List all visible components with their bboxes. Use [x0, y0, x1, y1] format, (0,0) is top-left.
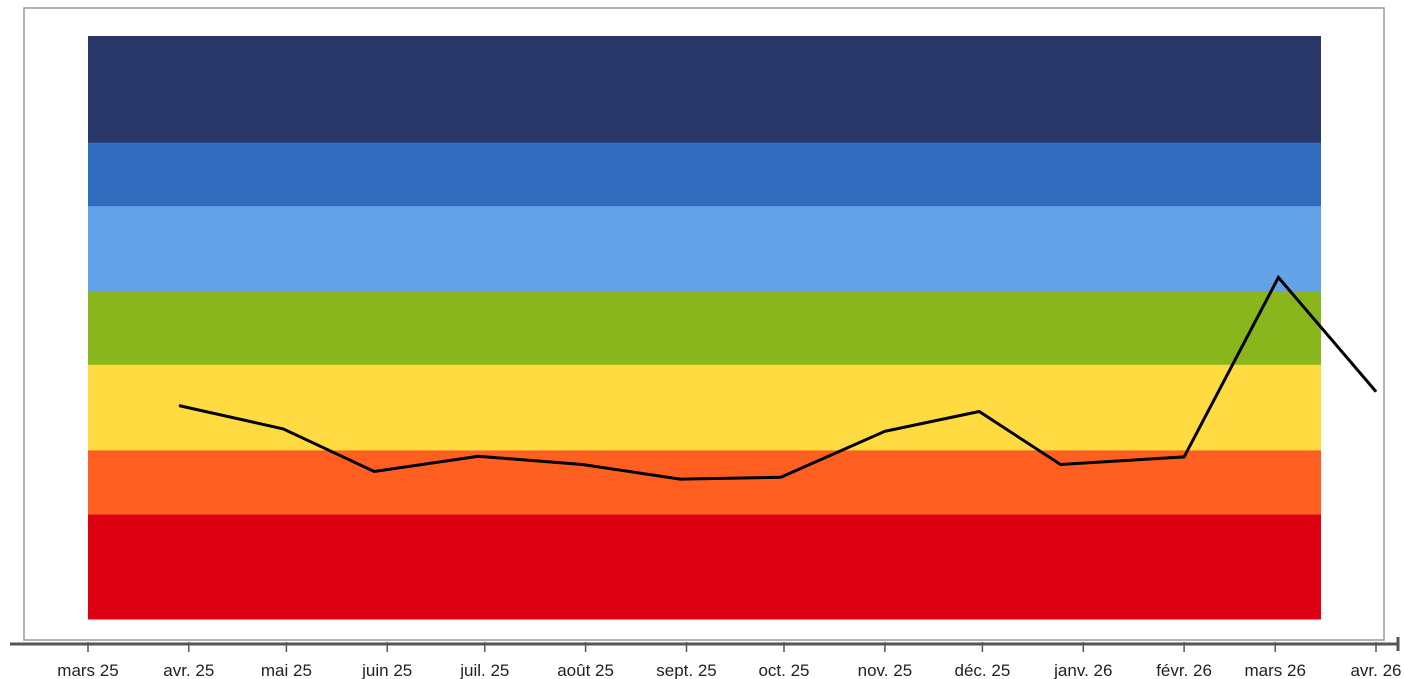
data-point	[780, 476, 782, 478]
data-point	[884, 430, 886, 432]
band-4	[88, 205, 1321, 292]
data-point	[178, 405, 180, 407]
band-2	[88, 364, 1321, 451]
x-tick-label: janv. 26	[1053, 661, 1112, 679]
data-point	[1277, 276, 1279, 278]
x-axis: mars 25 avr. 25 mai 25 juin 25 juil. 25 août …	[10, 637, 1402, 679]
x-tick-label: sept. 25	[656, 661, 717, 679]
x-tick-label: déc. 25	[955, 661, 1011, 679]
x-tick-label: mars 26	[1244, 661, 1305, 679]
band-0	[88, 514, 1321, 620]
data-point	[1060, 464, 1061, 465]
x-tick-label: nov. 25	[858, 661, 913, 679]
x-tick-label: avr. 25	[163, 661, 214, 679]
data-point	[282, 428, 284, 430]
data-point	[978, 411, 980, 412]
color-bands	[88, 36, 1321, 620]
x-tick-label: juil. 25	[459, 661, 509, 679]
data-point	[581, 464, 583, 465]
x-tick-label: avr. 26	[1350, 661, 1401, 679]
x-tick-label: mars 25	[57, 661, 118, 679]
band-5	[88, 142, 1321, 207]
x-tick-label: juin 25	[361, 661, 412, 679]
x-tick-label: févr. 26	[1156, 661, 1212, 679]
series-layer	[178, 274, 1378, 481]
data-point	[477, 455, 479, 457]
x-tick-label: août 25	[557, 661, 614, 679]
band-6	[88, 36, 1321, 143]
x-tick-label: mai 25	[261, 661, 312, 679]
x-tick-label: oct. 25	[758, 661, 809, 679]
data-point	[679, 478, 681, 480]
data-point	[1375, 391, 1377, 393]
data-point	[1183, 456, 1185, 458]
data-point	[373, 471, 375, 472]
band-3	[88, 291, 1321, 365]
